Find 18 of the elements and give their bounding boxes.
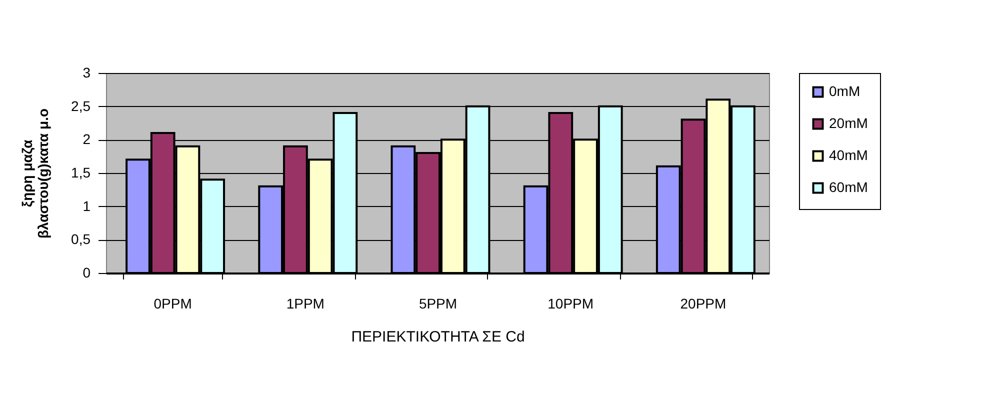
- legend-label: 0mM: [829, 83, 860, 99]
- x-tick-label: 5PPM: [418, 296, 458, 312]
- y-axis-title: ξηρη μαζα βλαστου(g)κατα μ.ο: [19, 108, 52, 239]
- y-tick-label: 2: [82, 131, 91, 148]
- x-tick-label: 10PPM: [548, 296, 594, 312]
- y-tick-label: 1,5: [71, 164, 91, 180]
- y-tick-label: 0: [82, 264, 91, 280]
- y-tick-label: 3: [82, 64, 91, 80]
- y-tick-label: 0,5: [71, 231, 91, 248]
- x-tick-label: 1PPM: [286, 296, 324, 312]
- legend-label: 60mM: [829, 179, 868, 195]
- legend-label: 40mM: [829, 147, 868, 163]
- y-tick-label: 1: [82, 198, 91, 214]
- y-tick-label: 2,5: [71, 98, 91, 114]
- legend-label: 20mM: [829, 115, 868, 131]
- x-axis-title: ΠΕΡΙΕΚΤΙΚΟΤΗΤΑ ΣΕ Cd: [351, 328, 525, 346]
- x-tick-label: 0PPM: [154, 296, 192, 312]
- x-tick-label: 20PPM: [680, 296, 726, 312]
